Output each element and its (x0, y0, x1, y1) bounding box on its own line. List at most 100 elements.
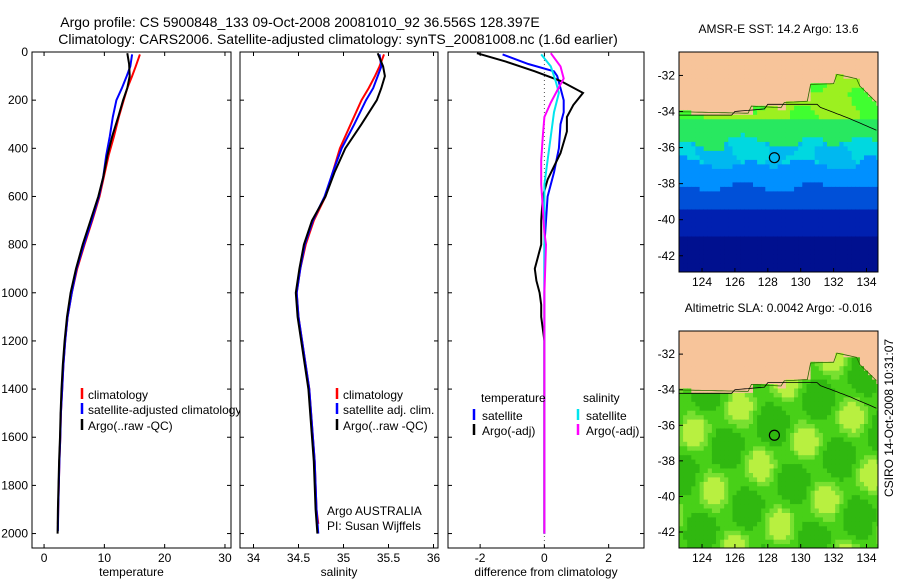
map-cell (843, 195, 849, 201)
legend-label: satellite adj. clim. (343, 403, 434, 417)
map-cell (736, 419, 742, 424)
map-cell (876, 361, 878, 367)
map-cell (732, 512, 738, 518)
map-cell (777, 240, 783, 246)
map-cell (790, 213, 795, 219)
map-cell (781, 365, 787, 371)
map-cell (798, 91, 803, 97)
map-cell (835, 136, 840, 142)
map-cell (855, 150, 861, 156)
map-cell (716, 208, 721, 214)
map-cell (703, 432, 709, 438)
map-cell (835, 539, 840, 545)
map-cell (703, 123, 709, 129)
map-cell (691, 263, 696, 269)
map-cell (847, 100, 853, 106)
map-cell (687, 163, 692, 169)
map-cell (814, 226, 820, 232)
map-cell (773, 258, 779, 264)
map-cell (773, 419, 779, 424)
map-cell (761, 427, 766, 433)
map-cell (724, 339, 729, 344)
map-cell (683, 263, 688, 269)
map-cell (806, 231, 812, 237)
map-cell (872, 69, 877, 75)
map-cell (736, 141, 742, 147)
map-cell (740, 177, 746, 183)
map-cell (679, 235, 684, 241)
map-cell (720, 235, 725, 241)
map-cell (707, 392, 713, 398)
map-cell (724, 163, 729, 169)
map-cell (843, 235, 849, 241)
map-cell (802, 249, 807, 255)
map-cell (728, 231, 733, 237)
map-cell (777, 100, 783, 106)
map-cell (769, 87, 775, 93)
map-cell (847, 105, 853, 111)
map-cell (876, 226, 878, 232)
map-cell (814, 263, 820, 269)
map-cell (814, 159, 820, 165)
map-cell (810, 91, 816, 97)
map-cell (679, 494, 684, 500)
map-cell (744, 87, 750, 93)
map-cell (732, 118, 738, 124)
map-cell (744, 240, 750, 246)
map-cell (757, 91, 762, 97)
map-cell (859, 118, 865, 124)
map-cell (748, 539, 754, 545)
map-cell (839, 181, 845, 187)
map-cell (822, 392, 828, 398)
map-cell (679, 516, 684, 522)
map-cell (724, 208, 729, 214)
map-cell (831, 254, 836, 260)
map-cell (843, 331, 849, 336)
map-cell (839, 530, 845, 536)
map-cell (864, 159, 869, 165)
map-cell (835, 82, 840, 88)
map-cell (835, 60, 840, 66)
map-cell (757, 231, 762, 237)
map-cell (720, 396, 725, 402)
map-cell (876, 374, 878, 380)
map-cell (831, 383, 836, 389)
map-cell (810, 150, 816, 156)
map-cell (827, 339, 832, 344)
map-cell (703, 423, 709, 429)
map-cell (806, 539, 812, 545)
map-cell (773, 365, 779, 371)
map-cell (839, 123, 845, 129)
map-cell (765, 352, 770, 358)
x-tick-label: 36 (427, 551, 441, 565)
map-cell (765, 168, 770, 174)
map-cell (703, 55, 709, 61)
map-cell (683, 267, 688, 272)
map-cell (835, 445, 840, 451)
map-cell (835, 343, 840, 349)
map-cell (827, 534, 832, 540)
map-cell (794, 222, 799, 228)
map-cell (835, 52, 840, 57)
map-cell (777, 334, 783, 340)
map-cell (876, 186, 878, 192)
map-cell (794, 485, 799, 491)
map-cell (798, 481, 803, 487)
map-cell (831, 494, 836, 500)
map-cell (855, 263, 861, 269)
map-cell (683, 254, 688, 260)
map-cell (736, 245, 742, 251)
map-cell (753, 472, 758, 478)
map-cell (683, 339, 688, 344)
map-cell (806, 468, 812, 473)
map-cell (802, 109, 807, 115)
map-cell (691, 365, 696, 371)
map-cell (679, 387, 684, 393)
map-cell (781, 172, 787, 178)
map-cell (835, 427, 840, 433)
map-cell (781, 96, 787, 102)
map-cell (831, 352, 836, 358)
map-cell (736, 78, 742, 84)
map-cell (773, 208, 779, 214)
map-cell (839, 109, 845, 115)
